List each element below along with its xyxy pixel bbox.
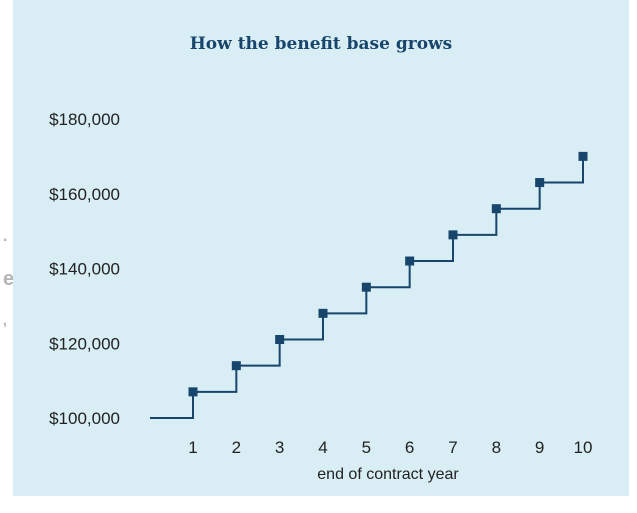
- x-tick-label: 5: [362, 438, 371, 457]
- adjacent-page-fragment: . e ,: [3, 228, 14, 328]
- y-tick-label: $100,000: [49, 409, 120, 428]
- x-tick-label: 8: [492, 438, 501, 457]
- x-tick-label: 6: [405, 438, 414, 457]
- chart-panel: [13, 0, 629, 496]
- data-point-marker: [578, 151, 588, 161]
- y-tick-label: $160,000: [49, 185, 120, 204]
- x-axis-ticks: 1 2 3 4 5 6 7 8 9 10: [188, 438, 592, 457]
- data-point-marker: [535, 178, 545, 188]
- x-axis-label: end of contract year: [317, 466, 459, 483]
- y-tick-label: $140,000: [49, 260, 120, 279]
- data-point-marker: [405, 256, 415, 266]
- data-point-marker: [188, 387, 198, 397]
- data-point-marker: [318, 308, 328, 318]
- x-tick-label: 7: [448, 438, 457, 457]
- x-tick-label: 10: [574, 438, 593, 457]
- x-tick-label: 9: [535, 438, 544, 457]
- data-point-marker: [448, 230, 458, 240]
- y-tick-label: $120,000: [49, 334, 120, 353]
- x-tick-label: 3: [275, 438, 284, 457]
- y-tick-label: $180,000: [49, 110, 120, 129]
- data-point-marker: [491, 204, 501, 214]
- data-markers: [188, 151, 588, 397]
- data-point-marker: [275, 335, 285, 345]
- data-point-marker: [231, 361, 241, 371]
- chart-title: How the benefit base grows: [189, 34, 453, 54]
- x-tick-label: 2: [232, 438, 241, 457]
- x-tick-label: 1: [188, 438, 197, 457]
- x-tick-label: 4: [318, 438, 327, 457]
- data-point-marker: [361, 282, 371, 292]
- y-axis-ticks: $100,000 $120,000 $140,000 $160,000 $180,000: [49, 110, 120, 428]
